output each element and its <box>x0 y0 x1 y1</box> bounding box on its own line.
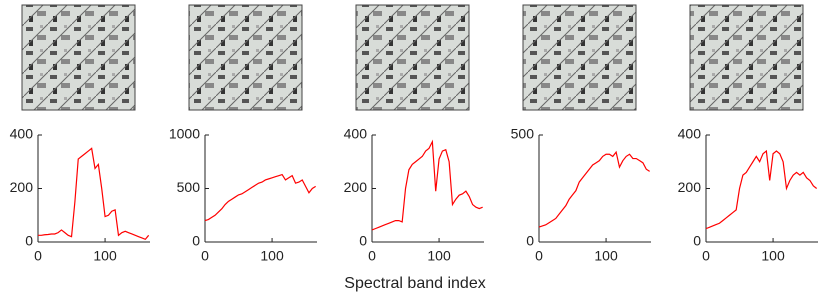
line <box>538 150 650 228</box>
y-tick-label: 0 <box>359 233 367 249</box>
y-tick-label: 400 <box>10 126 34 142</box>
band-image <box>355 4 470 111</box>
y-tick-label: 400 <box>678 126 702 142</box>
y-tick-label: 0 <box>25 233 33 249</box>
x-tick-label: 100 <box>260 248 284 264</box>
y-tick-label: 200 <box>10 179 34 195</box>
x-tick-label: 0 <box>368 248 376 264</box>
x-axis-label: Spectral band index <box>344 275 485 292</box>
x-tick-label: 0 <box>201 248 209 264</box>
band-image <box>522 4 637 111</box>
x-tick-label: 0 <box>702 248 710 264</box>
y-tick-label: 0 <box>693 233 701 249</box>
y-tick-label: 200 <box>678 179 702 195</box>
x-tick-label: 100 <box>427 248 451 264</box>
x-tick-label: 0 <box>535 248 543 264</box>
y-tick-label: 500 <box>511 126 535 142</box>
band-image <box>689 4 804 111</box>
band-image <box>188 4 303 111</box>
y-tick-label: 500 <box>177 179 201 195</box>
band-image <box>21 4 136 111</box>
y-tick-label: 400 <box>344 126 368 142</box>
x-tick-label: 100 <box>594 248 618 264</box>
line <box>371 139 483 231</box>
y-tick-label: 0 <box>526 233 534 249</box>
y-tick-label: 200 <box>344 179 368 195</box>
line <box>705 149 818 230</box>
y-tick-label: 1000 <box>169 126 200 142</box>
line <box>204 173 316 222</box>
images <box>21 4 804 111</box>
line <box>38 147 150 241</box>
y-tick-label: 0 <box>192 233 200 249</box>
x-tick-label: 100 <box>93 248 117 264</box>
x-tick-label: 0 <box>34 248 42 264</box>
x-tick-label: 100 <box>761 248 785 264</box>
